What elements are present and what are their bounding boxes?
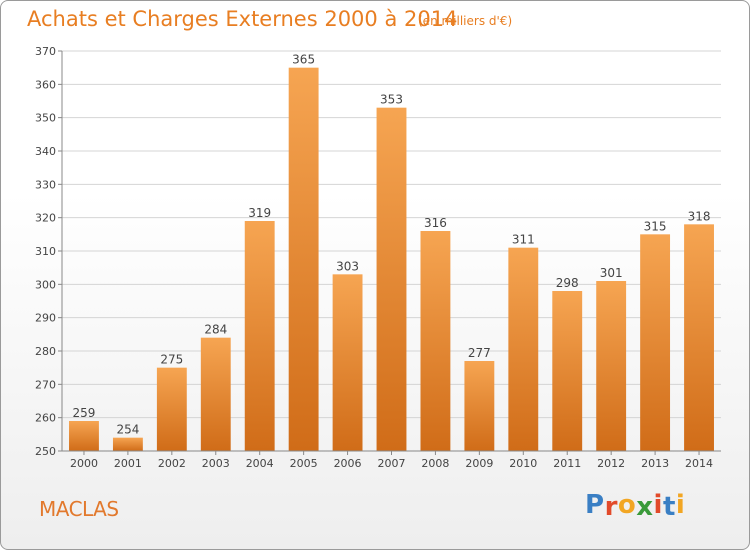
x-tick-label: 2011 [553,457,581,470]
data-label: 319 [248,206,271,220]
x-tick-label: 2003 [202,457,230,470]
data-label: 303 [336,259,359,273]
bar-2009 [464,361,495,451]
data-label: 365 [292,53,315,67]
logo-letter: r [604,492,618,522]
labels: 250 260 270 280 290 300 310 320 330 340 350 360 370 2… [35,45,713,470]
logo-letter: o [617,490,637,520]
bar-2002 [156,367,187,451]
bar-2003 [200,337,231,451]
y-tick-label: 360 [35,78,56,91]
data-label: 353 [380,93,403,107]
data-label: 315 [644,219,667,233]
x-tick-label: 2001 [114,457,142,470]
bar-2010 [508,247,539,451]
bar-2005 [288,67,319,452]
logo-letter: i [653,490,663,520]
bar-2012 [596,281,627,451]
logo-letter: i [675,490,686,520]
y-tick-label: 310 [35,245,56,258]
x-tick-label: 2002 [158,457,186,470]
y-tick-label: 330 [35,178,56,191]
y-tick-label: 270 [35,378,56,391]
x-tick-label: 2000 [70,457,98,470]
logo-letter: x [636,492,654,522]
bar-2014 [684,224,714,451]
logo-letter: P [585,490,605,520]
x-tick-label: 2007 [378,457,406,470]
bar-2000 [69,421,99,451]
y-tick-label: 250 [35,445,56,458]
axes [58,50,721,455]
data-label: 311 [512,233,535,247]
data-label: 298 [556,276,579,290]
x-tick-label: 2004 [246,457,274,470]
x-tick-label: 2009 [465,457,493,470]
x-tick-label: 2014 [685,457,713,470]
x-tick-label: 2008 [421,457,449,470]
bar-2008 [420,231,451,451]
y-tick-label: 350 [35,112,56,125]
logo-letter: t [662,492,676,522]
bar-2006 [332,274,363,451]
bar-2011 [552,291,583,451]
x-tick-label: 2010 [509,457,537,470]
y-tick-label: 300 [35,278,56,291]
data-label: 284 [204,323,227,337]
commune-name: MACLAS [39,497,119,521]
proxiti-logo[interactable]: Proxiti [585,490,686,522]
x-tick-label: 2012 [597,457,625,470]
x-tick-label: 2013 [641,457,669,470]
data-label: 254 [116,423,139,437]
chart-title: Achats et Charges Externes 2000 à 2014 [27,7,458,31]
bar-2001 [112,437,143,451]
x-tick-label: 2006 [334,457,362,470]
data-label: 259 [73,406,96,420]
bars [69,67,714,452]
data-label: 277 [468,346,491,360]
y-tick-label: 320 [35,212,56,225]
chart-subtitle: (en milliers d'€) [418,14,513,28]
y-tick-label: 260 [35,412,56,425]
bar-2013 [640,234,671,451]
y-tick-label: 340 [35,145,56,158]
bar-2004 [244,221,275,451]
x-tick-label: 2005 [290,457,318,470]
bar-2007 [376,107,407,452]
y-tick-label: 370 [35,45,56,58]
data-label: 316 [424,216,447,230]
y-tick-label: 280 [35,345,56,358]
data-label: 318 [688,209,711,223]
data-label: 275 [160,353,183,367]
data-label: 301 [600,266,623,280]
y-tick-label: 290 [35,312,56,325]
